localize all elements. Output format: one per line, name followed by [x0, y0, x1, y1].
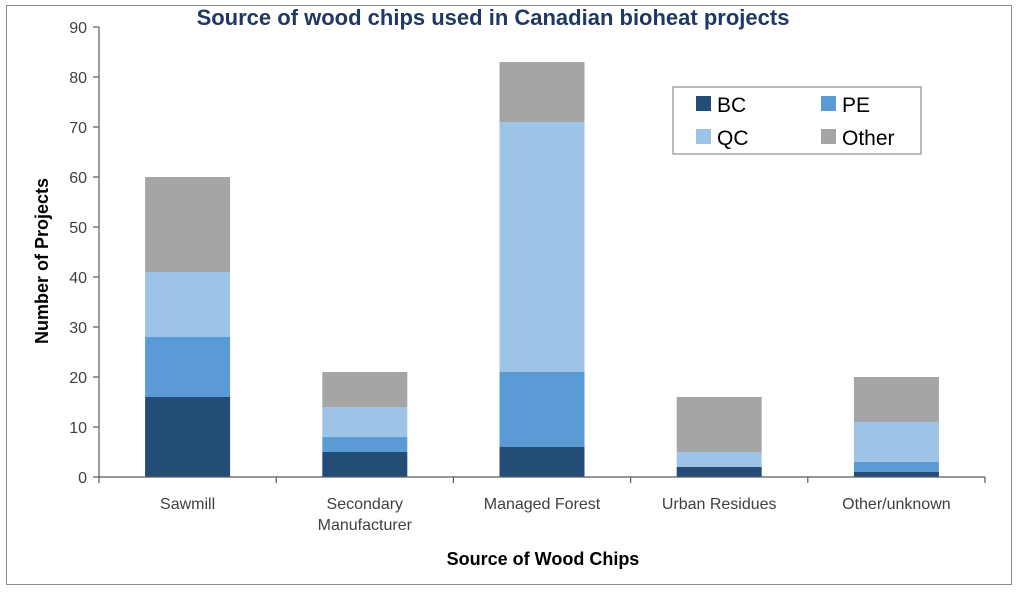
legend-label-qc: QC	[717, 127, 749, 150]
y-tick-label: 60	[69, 170, 87, 187]
x-tick-label: Urban Residues	[662, 496, 777, 513]
bar-bc-3	[676, 467, 762, 477]
legend-swatch-pe	[821, 96, 836, 111]
y-axis-title: Number of Projects	[32, 178, 52, 344]
bar-other-2	[499, 62, 585, 122]
legend-box	[672, 86, 922, 155]
bar-bc-0	[145, 397, 231, 477]
x-tick-label: Manufacturer	[318, 517, 413, 534]
y-tick-label: 80	[69, 70, 87, 87]
y-tick-label: 50	[69, 220, 87, 237]
bar-qc-1	[322, 407, 408, 437]
bar-bc-2	[499, 447, 585, 477]
bar-pe-0	[145, 337, 231, 397]
y-tick-label: 0	[78, 470, 87, 487]
legend-swatch-qc	[696, 129, 711, 144]
legend-label-bc: BC	[717, 94, 746, 117]
bars	[145, 62, 939, 477]
x-tick-label: Secondary	[327, 496, 404, 513]
x-axis-title: Source of Wood Chips	[447, 549, 640, 569]
y-tick-label: 40	[69, 270, 87, 287]
bar-qc-4	[853, 422, 939, 462]
y-tick-label: 30	[69, 320, 87, 337]
bar-qc-3	[676, 452, 762, 467]
x-tick-label: Managed Forest	[484, 496, 601, 513]
legend-label-other: Other	[842, 127, 895, 150]
x-tick-label: Other/unknown	[842, 496, 951, 513]
y-tick-label: 90	[69, 20, 87, 37]
legend-swatch-bc	[696, 96, 711, 111]
bar-other-4	[853, 377, 939, 422]
y-axis: 0 10 20 30 40 50 60 70 80 90	[69, 20, 100, 487]
bar-other-3	[676, 397, 762, 452]
bar-qc-0	[145, 272, 231, 337]
bar-other-0	[145, 177, 231, 272]
bar-pe-1	[322, 437, 408, 452]
bar-pe-2	[499, 372, 585, 447]
bar-other-1	[322, 372, 408, 407]
y-tick-label: 10	[69, 420, 87, 437]
legend: BC PE QC Other	[672, 86, 922, 155]
bar-bc-1	[322, 452, 408, 477]
bar-bc-4	[853, 472, 939, 477]
legend-swatch-other	[821, 129, 836, 144]
chart-title: Source of wood chips used in Canadian bi…	[197, 5, 790, 30]
bar-pe-4	[853, 462, 939, 472]
y-tick-label: 70	[69, 120, 87, 137]
bar-qc-2	[499, 122, 585, 372]
y-tick-label: 20	[69, 370, 87, 387]
x-tick-label: Sawmill	[160, 496, 215, 513]
x-axis: Sawmill Secondary Manufacturer Managed Fore…	[98, 476, 986, 534]
legend-label-pe: PE	[842, 94, 870, 117]
